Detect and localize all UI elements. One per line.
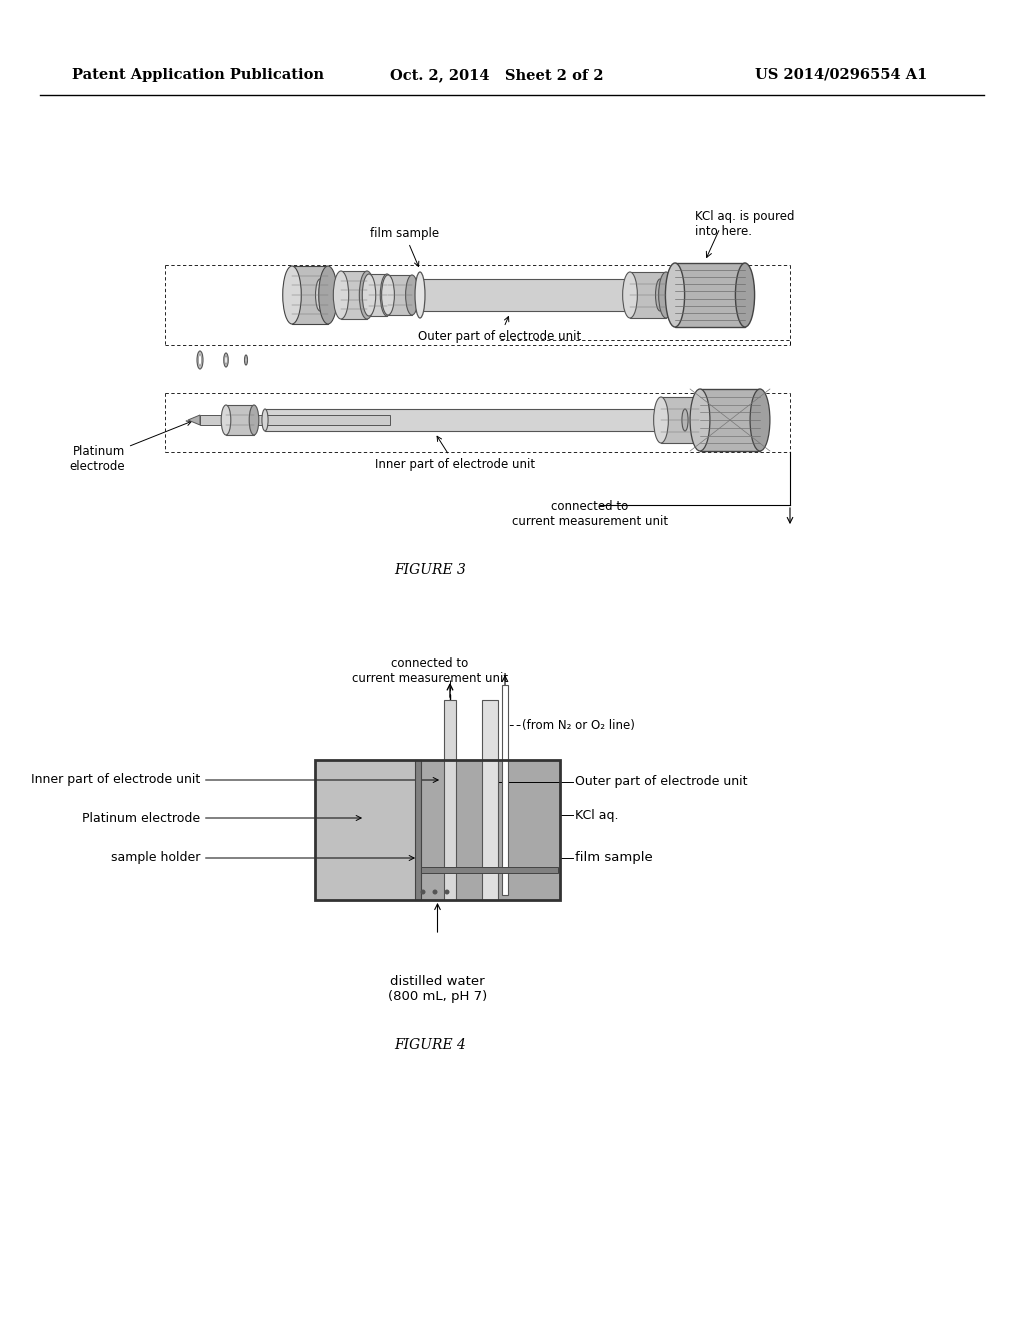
Bar xyxy=(415,760,421,900)
Bar xyxy=(630,272,666,318)
Ellipse shape xyxy=(225,356,227,364)
Ellipse shape xyxy=(380,275,393,315)
Bar xyxy=(226,405,254,436)
Bar xyxy=(662,397,699,444)
Text: connected to
current measurement unit: connected to current measurement unit xyxy=(512,500,668,528)
Text: connected to
current measurement unit: connected to current measurement unit xyxy=(352,657,508,685)
Ellipse shape xyxy=(245,356,247,363)
Text: (from N₂ or O₂ line): (from N₂ or O₂ line) xyxy=(522,718,635,731)
Text: Outer part of electrode unit: Outer part of electrode unit xyxy=(419,317,582,343)
Ellipse shape xyxy=(334,271,349,319)
Ellipse shape xyxy=(653,397,669,444)
Text: Outer part of electrode unit: Outer part of electrode unit xyxy=(575,776,748,788)
Text: Inner part of electrode unit: Inner part of electrode unit xyxy=(375,437,536,471)
Ellipse shape xyxy=(199,355,202,366)
Ellipse shape xyxy=(655,279,665,312)
Bar xyxy=(482,700,498,900)
Text: Platinum
electrode: Platinum electrode xyxy=(70,421,191,473)
Ellipse shape xyxy=(421,890,426,895)
Bar xyxy=(421,867,558,873)
Ellipse shape xyxy=(224,352,228,367)
Ellipse shape xyxy=(249,405,259,436)
Ellipse shape xyxy=(315,279,325,312)
Bar xyxy=(200,414,390,425)
Text: KCl aq.: KCl aq. xyxy=(575,808,618,821)
Ellipse shape xyxy=(691,397,707,444)
Ellipse shape xyxy=(221,405,230,436)
Text: KCl aq. is poured
into here.: KCl aq. is poured into here. xyxy=(695,210,795,238)
Bar xyxy=(319,279,660,312)
Ellipse shape xyxy=(359,271,375,319)
Text: Inner part of electrode unit: Inner part of electrode unit xyxy=(31,774,438,787)
Text: Platinum electrode: Platinum electrode xyxy=(82,812,361,825)
Ellipse shape xyxy=(666,263,685,327)
Text: FIGURE 3: FIGURE 3 xyxy=(394,564,466,577)
Ellipse shape xyxy=(283,267,301,323)
Bar xyxy=(315,760,560,900)
Ellipse shape xyxy=(415,272,425,318)
Bar xyxy=(675,263,745,327)
Bar xyxy=(700,389,760,451)
Text: US 2014/0296554 A1: US 2014/0296554 A1 xyxy=(755,69,928,82)
Bar xyxy=(369,275,387,315)
Ellipse shape xyxy=(750,389,770,451)
Ellipse shape xyxy=(623,272,637,318)
Text: film sample: film sample xyxy=(370,227,439,267)
Ellipse shape xyxy=(432,890,437,895)
Text: distilled water
(800 mL, pH 7): distilled water (800 mL, pH 7) xyxy=(388,975,487,1003)
Bar xyxy=(315,760,415,900)
Ellipse shape xyxy=(318,267,337,323)
Ellipse shape xyxy=(735,263,755,327)
Bar xyxy=(502,685,508,895)
Bar xyxy=(341,271,367,319)
Bar xyxy=(388,275,412,315)
Bar xyxy=(292,267,328,323)
Ellipse shape xyxy=(658,272,674,318)
Ellipse shape xyxy=(444,890,450,895)
Bar xyxy=(315,760,560,900)
Polygon shape xyxy=(188,414,200,425)
Ellipse shape xyxy=(245,355,248,366)
Ellipse shape xyxy=(406,275,419,315)
Text: Oct. 2, 2014   Sheet 2 of 2: Oct. 2, 2014 Sheet 2 of 2 xyxy=(390,69,603,82)
Text: film sample: film sample xyxy=(575,851,652,865)
Ellipse shape xyxy=(690,389,710,451)
Text: Patent Application Publication: Patent Application Publication xyxy=(72,69,324,82)
Bar xyxy=(265,409,685,432)
Ellipse shape xyxy=(362,275,376,315)
Ellipse shape xyxy=(262,409,268,432)
Bar xyxy=(444,700,456,900)
Ellipse shape xyxy=(197,351,203,370)
Text: FIGURE 4: FIGURE 4 xyxy=(394,1038,466,1052)
Ellipse shape xyxy=(382,275,394,315)
Text: sample holder: sample holder xyxy=(111,851,414,865)
Ellipse shape xyxy=(682,409,688,432)
